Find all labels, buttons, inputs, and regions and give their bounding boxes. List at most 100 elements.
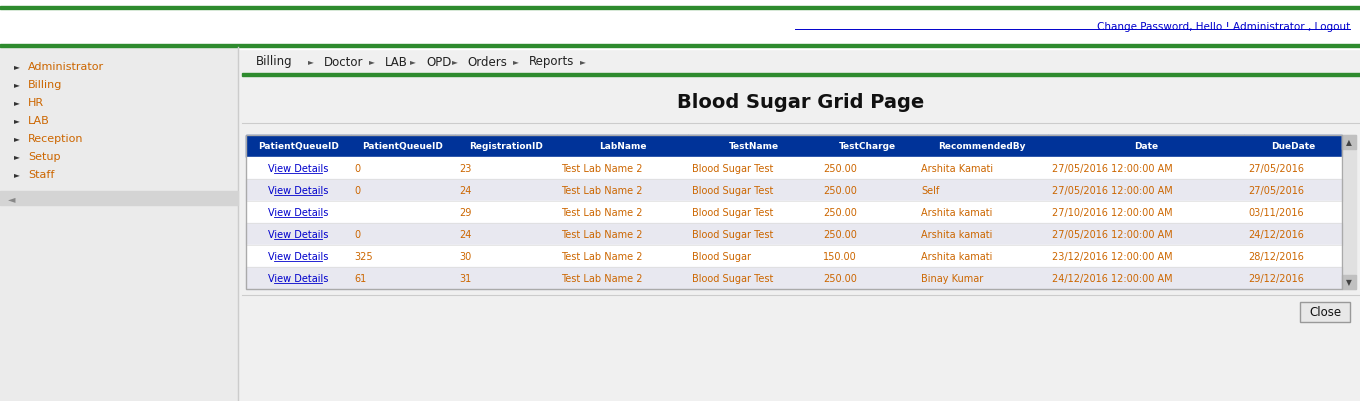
Text: 27/05/2016 12:00:00 AM: 27/05/2016 12:00:00 AM (1051, 164, 1172, 174)
Bar (246, 136, 1342, 289)
Text: ►: ► (14, 134, 20, 143)
Text: Test Lab Name 2: Test Lab Name 2 (562, 164, 643, 174)
Text: Binay Kumar: Binay Kumar (921, 273, 983, 283)
Text: 250.00: 250.00 (823, 186, 857, 196)
Text: Test Lab Name 2: Test Lab Name 2 (562, 207, 643, 217)
Text: View Details: View Details (268, 207, 329, 217)
Text: Blood Sugar Test: Blood Sugar Test (692, 207, 774, 217)
Text: Billing: Billing (256, 55, 292, 68)
Text: LabName: LabName (598, 142, 646, 151)
Text: 24: 24 (460, 229, 472, 239)
Text: Arshita kamati: Arshita kamati (921, 251, 993, 261)
Text: ►: ► (452, 57, 457, 66)
Text: ►: ► (579, 57, 586, 66)
Text: Blood Sugar Test: Blood Sugar Test (692, 186, 774, 196)
Text: Blood Sugar Grid Page: Blood Sugar Grid Page (677, 92, 925, 111)
Text: 03/11/2016: 03/11/2016 (1248, 207, 1303, 217)
Text: PatientQueueID: PatientQueueID (258, 142, 339, 151)
Bar (819, 136, 917, 158)
Text: 24/12/2016: 24/12/2016 (1248, 229, 1304, 239)
Bar (246, 180, 1342, 201)
Bar (558, 136, 688, 158)
Text: ►: ► (307, 57, 313, 66)
Bar (246, 158, 1342, 180)
Bar (0, 48, 238, 401)
Text: 31: 31 (460, 273, 472, 283)
Bar (1342, 275, 1356, 289)
Text: HR: HR (29, 98, 44, 108)
Text: 28/12/2016: 28/12/2016 (1248, 251, 1304, 261)
Text: Administrator: Administrator (29, 62, 105, 72)
Text: 24/12/2016 12:00:00 AM: 24/12/2016 12:00:00 AM (1051, 273, 1172, 283)
Bar (246, 201, 1342, 223)
Bar (456, 136, 558, 158)
Text: 27/05/2016: 27/05/2016 (1248, 186, 1304, 196)
Text: 325: 325 (355, 251, 373, 261)
Text: 23/12/2016 12:00:00 AM: 23/12/2016 12:00:00 AM (1051, 251, 1172, 261)
Bar (917, 136, 1047, 158)
Text: 0: 0 (355, 164, 360, 174)
Bar (0, 7, 1360, 10)
Text: ►: ► (14, 98, 20, 107)
Text: ►: ► (369, 57, 374, 66)
Text: 250.00: 250.00 (823, 207, 857, 217)
Text: 29: 29 (460, 207, 472, 217)
Text: ▼: ▼ (1346, 278, 1352, 287)
Text: 24: 24 (460, 186, 472, 196)
Text: Blood Sugar Test: Blood Sugar Test (692, 164, 774, 174)
Bar (1342, 136, 1356, 289)
Text: Self: Self (921, 186, 940, 196)
Bar (0, 45, 1360, 47)
Text: 27/10/2016 12:00:00 AM: 27/10/2016 12:00:00 AM (1051, 207, 1172, 217)
Text: OPD: OPD (426, 55, 452, 68)
Text: Reports: Reports (529, 55, 574, 68)
Text: ►: ► (14, 116, 20, 125)
Text: 250.00: 250.00 (823, 164, 857, 174)
Text: Arshita kamati: Arshita kamati (921, 229, 993, 239)
Text: TestName: TestName (729, 142, 778, 151)
Bar (0, 192, 238, 205)
Text: 250.00: 250.00 (823, 273, 857, 283)
Text: View Details: View Details (268, 164, 329, 174)
Text: 0: 0 (355, 229, 360, 239)
Text: PatientQueueID: PatientQueueID (363, 142, 443, 151)
Text: 0: 0 (355, 186, 360, 196)
Bar (246, 136, 351, 158)
Text: Test Lab Name 2: Test Lab Name 2 (562, 229, 643, 239)
Text: Doctor: Doctor (324, 55, 363, 68)
Text: Arshita Kamati: Arshita Kamati (921, 164, 993, 174)
Text: Orders: Orders (468, 55, 507, 68)
Bar (351, 136, 456, 158)
Text: ►: ► (14, 170, 20, 179)
Text: Blood Sugar Test: Blood Sugar Test (692, 229, 774, 239)
Text: View Details: View Details (268, 273, 329, 283)
Text: Test Lab Name 2: Test Lab Name 2 (562, 273, 643, 283)
Text: ►: ► (14, 152, 20, 161)
Text: ▲: ▲ (1346, 138, 1352, 147)
Text: 30: 30 (460, 251, 472, 261)
Text: Billing: Billing (29, 80, 63, 90)
Bar (246, 223, 1342, 245)
Text: Reception: Reception (29, 134, 83, 144)
Text: DueDate: DueDate (1270, 142, 1315, 151)
Text: LAB: LAB (385, 55, 408, 68)
Text: Arshita kamati: Arshita kamati (921, 207, 993, 217)
Text: Setup: Setup (29, 152, 60, 162)
Text: 27/05/2016 12:00:00 AM: 27/05/2016 12:00:00 AM (1051, 229, 1172, 239)
Text: 150.00: 150.00 (823, 251, 857, 261)
Text: ►: ► (513, 57, 518, 66)
Text: LAB: LAB (29, 116, 50, 126)
Text: View Details: View Details (268, 251, 329, 261)
Text: Test Lab Name 2: Test Lab Name 2 (562, 251, 643, 261)
Text: Change Password, Hello ! Administrator , Logout: Change Password, Hello ! Administrator ,… (1096, 22, 1350, 32)
Text: RegistrationID: RegistrationID (469, 142, 543, 151)
Bar (1244, 136, 1342, 158)
Text: Staff: Staff (29, 170, 54, 180)
Bar (242, 74, 1360, 76)
Bar (246, 245, 1342, 267)
Bar (246, 267, 1342, 289)
Bar (688, 136, 819, 158)
Text: TestCharge: TestCharge (839, 142, 896, 151)
Text: 29/12/2016: 29/12/2016 (1248, 273, 1304, 283)
Text: 23: 23 (460, 164, 472, 174)
